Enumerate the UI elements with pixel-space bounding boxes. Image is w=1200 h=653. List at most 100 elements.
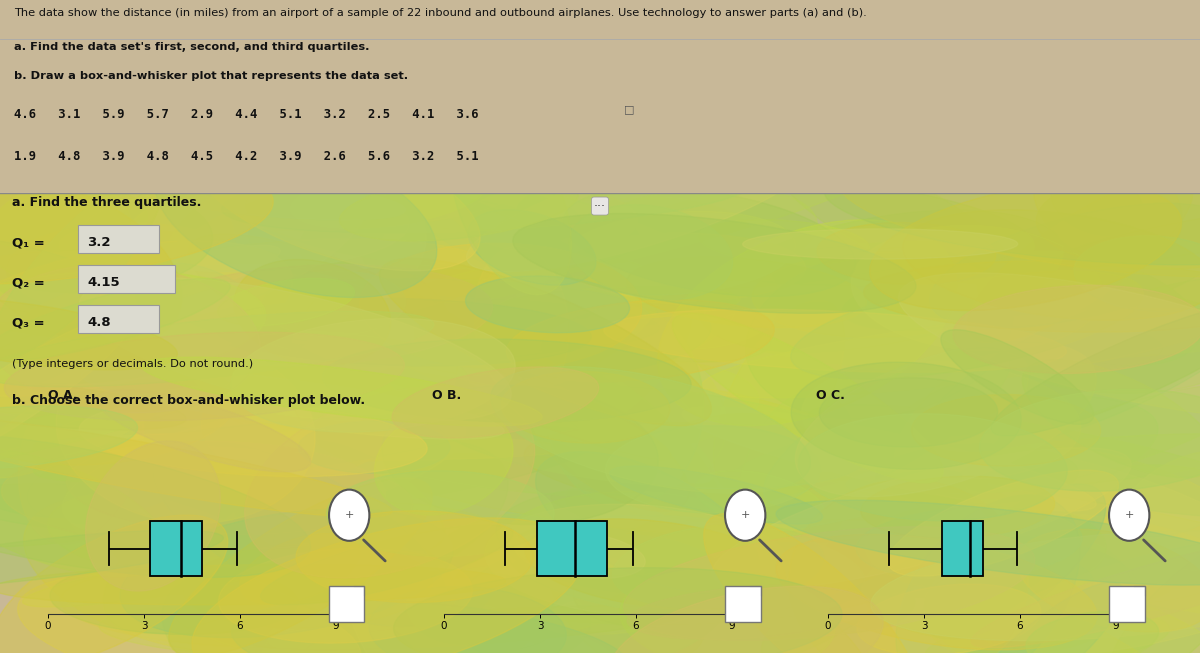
- Ellipse shape: [0, 296, 178, 370]
- Ellipse shape: [1010, 465, 1200, 603]
- Text: b. Choose the correct box-and-whisker plot below.: b. Choose the correct box-and-whisker pl…: [12, 394, 366, 407]
- Ellipse shape: [526, 519, 786, 609]
- Ellipse shape: [502, 372, 670, 443]
- Ellipse shape: [0, 515, 228, 653]
- Circle shape: [1109, 490, 1150, 541]
- Ellipse shape: [979, 389, 1200, 491]
- Ellipse shape: [551, 492, 960, 592]
- Ellipse shape: [930, 203, 1200, 328]
- Ellipse shape: [202, 360, 403, 478]
- Ellipse shape: [0, 484, 155, 547]
- Ellipse shape: [496, 486, 805, 597]
- Ellipse shape: [190, 332, 468, 420]
- Ellipse shape: [24, 246, 281, 326]
- Ellipse shape: [0, 439, 190, 518]
- Ellipse shape: [272, 441, 508, 590]
- Ellipse shape: [100, 482, 230, 595]
- Ellipse shape: [463, 188, 637, 253]
- Ellipse shape: [353, 190, 587, 279]
- Ellipse shape: [5, 332, 404, 421]
- Ellipse shape: [152, 440, 446, 626]
- Ellipse shape: [174, 592, 613, 653]
- Ellipse shape: [248, 194, 467, 284]
- Text: 4.15: 4.15: [88, 276, 120, 289]
- Ellipse shape: [491, 366, 810, 493]
- Ellipse shape: [698, 210, 1063, 352]
- Ellipse shape: [761, 512, 960, 653]
- Ellipse shape: [324, 571, 590, 653]
- Ellipse shape: [875, 445, 1078, 504]
- FancyBboxPatch shape: [78, 264, 175, 293]
- Ellipse shape: [0, 182, 131, 281]
- Text: a. Find the data set's first, second, and third quartiles.: a. Find the data set's first, second, an…: [14, 42, 370, 52]
- Bar: [150, 521, 202, 576]
- Ellipse shape: [0, 386, 222, 472]
- Ellipse shape: [1018, 529, 1200, 632]
- Ellipse shape: [0, 185, 182, 345]
- Ellipse shape: [912, 394, 1100, 466]
- Ellipse shape: [528, 394, 689, 511]
- Ellipse shape: [695, 470, 824, 531]
- Ellipse shape: [836, 151, 1200, 277]
- Ellipse shape: [164, 374, 530, 459]
- Ellipse shape: [0, 270, 265, 384]
- Ellipse shape: [341, 530, 473, 653]
- Ellipse shape: [977, 251, 1200, 366]
- Ellipse shape: [791, 362, 1021, 470]
- Ellipse shape: [245, 174, 638, 270]
- Ellipse shape: [610, 466, 823, 524]
- Ellipse shape: [990, 291, 1200, 393]
- Ellipse shape: [953, 285, 1200, 374]
- Ellipse shape: [569, 187, 817, 288]
- Ellipse shape: [562, 197, 755, 272]
- Ellipse shape: [512, 214, 916, 313]
- Ellipse shape: [515, 531, 646, 579]
- Ellipse shape: [1109, 539, 1200, 653]
- Ellipse shape: [0, 447, 170, 577]
- Ellipse shape: [340, 173, 578, 241]
- Text: O A.: O A.: [48, 389, 78, 402]
- Ellipse shape: [508, 491, 740, 576]
- Ellipse shape: [745, 247, 1013, 419]
- Ellipse shape: [103, 472, 348, 550]
- Text: (Type integers or decimals. Do not round.): (Type integers or decimals. Do not round…: [12, 358, 253, 369]
- Ellipse shape: [619, 569, 835, 653]
- Ellipse shape: [0, 315, 127, 408]
- Ellipse shape: [896, 495, 1080, 653]
- Ellipse shape: [122, 169, 386, 276]
- Ellipse shape: [34, 415, 482, 482]
- Ellipse shape: [899, 273, 1200, 419]
- Ellipse shape: [941, 330, 1093, 424]
- Ellipse shape: [402, 157, 736, 279]
- Ellipse shape: [631, 413, 823, 522]
- Ellipse shape: [251, 605, 685, 650]
- Ellipse shape: [394, 567, 842, 653]
- Ellipse shape: [1122, 451, 1200, 537]
- Ellipse shape: [340, 315, 671, 460]
- Ellipse shape: [857, 584, 1040, 653]
- Text: +: +: [740, 510, 750, 520]
- Ellipse shape: [288, 268, 458, 461]
- Ellipse shape: [824, 162, 1200, 265]
- Ellipse shape: [347, 176, 594, 266]
- Ellipse shape: [188, 234, 518, 400]
- Text: The data show the distance (in miles) from an airport of a sample of 22 inbound : The data show the distance (in miles) fr…: [14, 8, 868, 18]
- Ellipse shape: [499, 574, 703, 653]
- Ellipse shape: [610, 586, 883, 653]
- Ellipse shape: [289, 440, 444, 550]
- Ellipse shape: [991, 535, 1200, 653]
- Ellipse shape: [698, 507, 966, 602]
- Ellipse shape: [450, 115, 571, 295]
- Text: Q₁ =: Q₁ =: [12, 236, 50, 249]
- Ellipse shape: [79, 278, 511, 421]
- Text: 4.6   3.1   5.9   5.7   2.9   4.4   5.1   3.2   2.5   4.1   3.6: 4.6 3.1 5.9 5.7 2.9 4.4 5.1 3.2 2.5 4.1 …: [14, 108, 479, 121]
- Ellipse shape: [0, 564, 505, 605]
- Ellipse shape: [542, 586, 715, 635]
- Ellipse shape: [263, 271, 406, 336]
- Ellipse shape: [259, 586, 400, 653]
- Ellipse shape: [59, 326, 372, 411]
- Ellipse shape: [763, 347, 1010, 506]
- Ellipse shape: [506, 300, 774, 381]
- Ellipse shape: [515, 351, 714, 483]
- Ellipse shape: [294, 503, 523, 580]
